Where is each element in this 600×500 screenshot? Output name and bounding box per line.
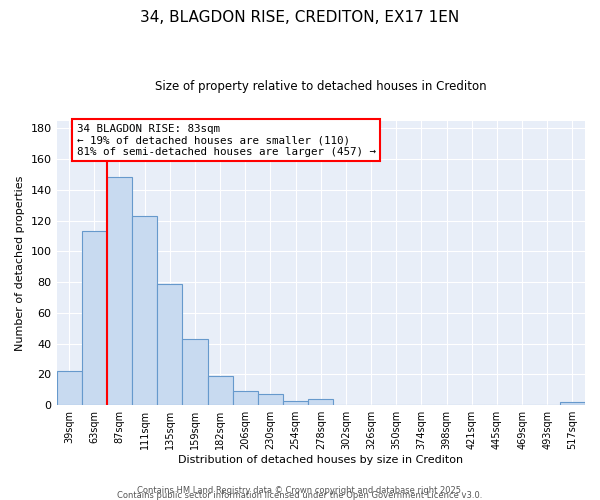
- Bar: [258, 394, 283, 405]
- Bar: [157, 284, 182, 405]
- Text: Contains public sector information licensed under the Open Government Licence v3: Contains public sector information licen…: [118, 491, 482, 500]
- Bar: [208, 376, 233, 405]
- Bar: [82, 232, 107, 405]
- Bar: [56, 372, 82, 405]
- Bar: [560, 402, 585, 405]
- Y-axis label: Number of detached properties: Number of detached properties: [15, 175, 25, 350]
- Bar: [308, 399, 334, 405]
- Bar: [107, 178, 132, 405]
- Text: 34, BLAGDON RISE, CREDITON, EX17 1EN: 34, BLAGDON RISE, CREDITON, EX17 1EN: [140, 10, 460, 25]
- Bar: [233, 392, 258, 405]
- Bar: [132, 216, 157, 405]
- Bar: [182, 339, 208, 405]
- Text: 34 BLAGDON RISE: 83sqm
← 19% of detached houses are smaller (110)
81% of semi-de: 34 BLAGDON RISE: 83sqm ← 19% of detached…: [77, 124, 376, 157]
- Text: Contains HM Land Registry data © Crown copyright and database right 2025.: Contains HM Land Registry data © Crown c…: [137, 486, 463, 495]
- Bar: [283, 400, 308, 405]
- Title: Size of property relative to detached houses in Crediton: Size of property relative to detached ho…: [155, 80, 487, 93]
- X-axis label: Distribution of detached houses by size in Crediton: Distribution of detached houses by size …: [178, 455, 463, 465]
